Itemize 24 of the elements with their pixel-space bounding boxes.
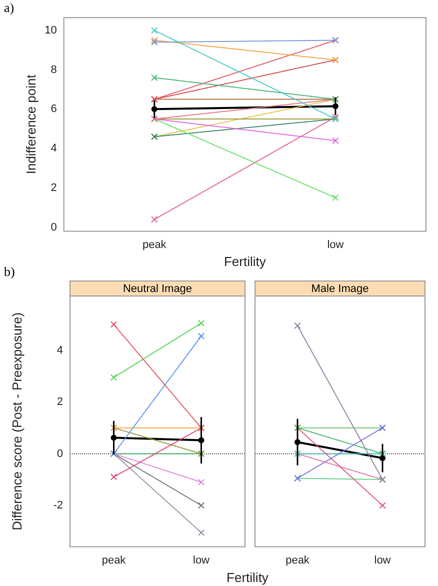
y-axis-title: Difference score (Post - Preexposure) xyxy=(9,312,24,530)
x-tick-label: peak xyxy=(102,554,126,566)
y-tick-label: 2 xyxy=(50,182,57,194)
x-tick-label: low xyxy=(192,554,210,566)
chart-title: a) xyxy=(4,0,14,16)
x-tick-label: peak xyxy=(142,238,167,251)
x-tick-label: low xyxy=(374,554,391,566)
chart-subtitle: Male Image xyxy=(311,283,369,296)
chart-subtitle: Neutral Image xyxy=(122,283,192,296)
x-axis-title: Fertility xyxy=(226,570,270,585)
x-tick-label: peak xyxy=(286,554,310,566)
y-tick-label: 6 xyxy=(50,103,57,116)
y-tick-label: 0 xyxy=(50,221,57,234)
y-tick-label: 8 xyxy=(50,64,57,76)
y-tick-label: 4 xyxy=(56,344,63,356)
y-tick-label: 2 xyxy=(56,396,63,408)
y-tick-label: -2 xyxy=(53,499,63,512)
y-tick-label: 0 xyxy=(56,448,63,460)
chart-title: b) xyxy=(4,264,15,280)
x-tick-label: low xyxy=(327,238,344,251)
x-axis-title: Fertility xyxy=(224,254,266,269)
y-axis-title: Indifference point xyxy=(23,74,38,174)
y-tick-label: 4 xyxy=(50,142,57,155)
y-tick-label: 10 xyxy=(44,24,57,36)
